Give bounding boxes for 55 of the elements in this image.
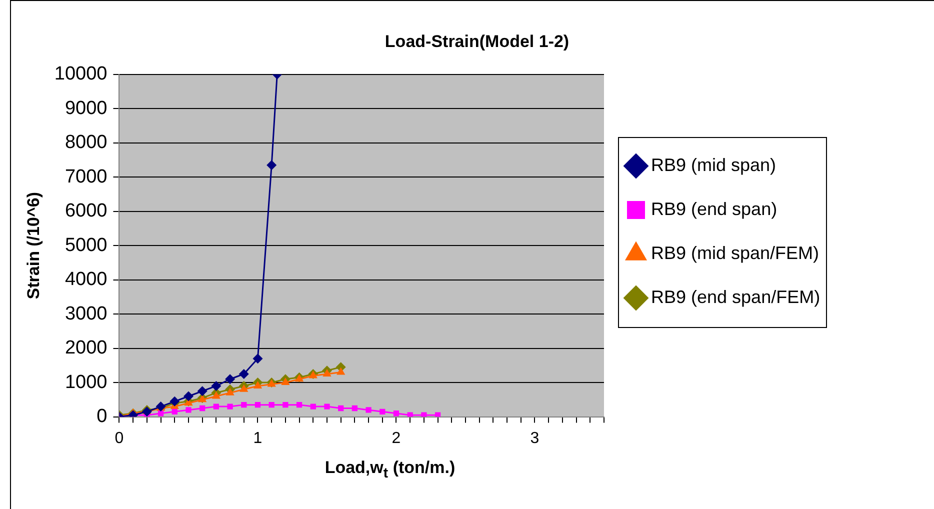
point <box>282 402 288 408</box>
point <box>226 388 234 396</box>
point <box>227 404 233 410</box>
point <box>421 412 427 417</box>
point <box>338 405 344 412</box>
y-tick-label: 5000 <box>64 234 108 256</box>
legend-label: RB9 (mid span/FEM) <box>651 242 820 263</box>
point <box>186 407 192 413</box>
y-tick-label: 9000 <box>64 98 108 119</box>
point <box>240 384 248 392</box>
point <box>254 402 261 408</box>
point <box>225 374 236 384</box>
y-tick-label: 0 <box>96 406 108 428</box>
legend-label: RB9 (end span) <box>651 198 778 219</box>
y-tick-label: 1000 <box>64 372 108 393</box>
point <box>366 407 372 413</box>
point <box>197 386 208 396</box>
x-tick-label: 0 <box>114 430 124 447</box>
x-axis-title: Load,w$_{t}$ (ton/m.) <box>324 458 456 482</box>
x-tick-label: 2 <box>392 430 401 447</box>
point <box>296 402 302 408</box>
chart-title: Load-Strain(Model 1-2) <box>384 32 570 51</box>
point <box>241 402 247 408</box>
point <box>380 408 386 414</box>
point <box>324 404 330 410</box>
point <box>336 367 346 375</box>
y-tick-label: 2000 <box>64 338 108 359</box>
point <box>213 404 220 410</box>
legend-label: RB9 (end span/FEM) <box>651 286 820 307</box>
point <box>266 160 277 170</box>
y-tick-label: 6000 <box>64 200 108 222</box>
point <box>310 404 316 410</box>
y-tick-label: 3000 <box>64 303 108 324</box>
point <box>158 410 164 416</box>
point <box>212 391 221 399</box>
point <box>211 380 222 391</box>
point <box>252 354 263 364</box>
legend-label: RB9 (mid span) <box>651 154 776 175</box>
y-tick-label: 7000 <box>64 166 108 188</box>
point <box>238 369 249 379</box>
point <box>172 408 178 414</box>
x-tick-label: 3 <box>530 430 540 447</box>
point <box>200 405 206 412</box>
point <box>322 369 332 376</box>
point <box>281 378 290 386</box>
y-tick-label: 10000 <box>54 64 108 85</box>
point <box>268 402 274 408</box>
y-axis-title: Strain (/10^6) <box>24 192 43 300</box>
y-tick-label: 4000 <box>64 269 108 290</box>
x-tick-label: 1 <box>253 430 262 447</box>
point <box>352 405 358 412</box>
point <box>253 380 262 388</box>
point <box>393 410 400 416</box>
point <box>183 391 194 402</box>
y-tick-label: 8000 <box>64 132 108 154</box>
